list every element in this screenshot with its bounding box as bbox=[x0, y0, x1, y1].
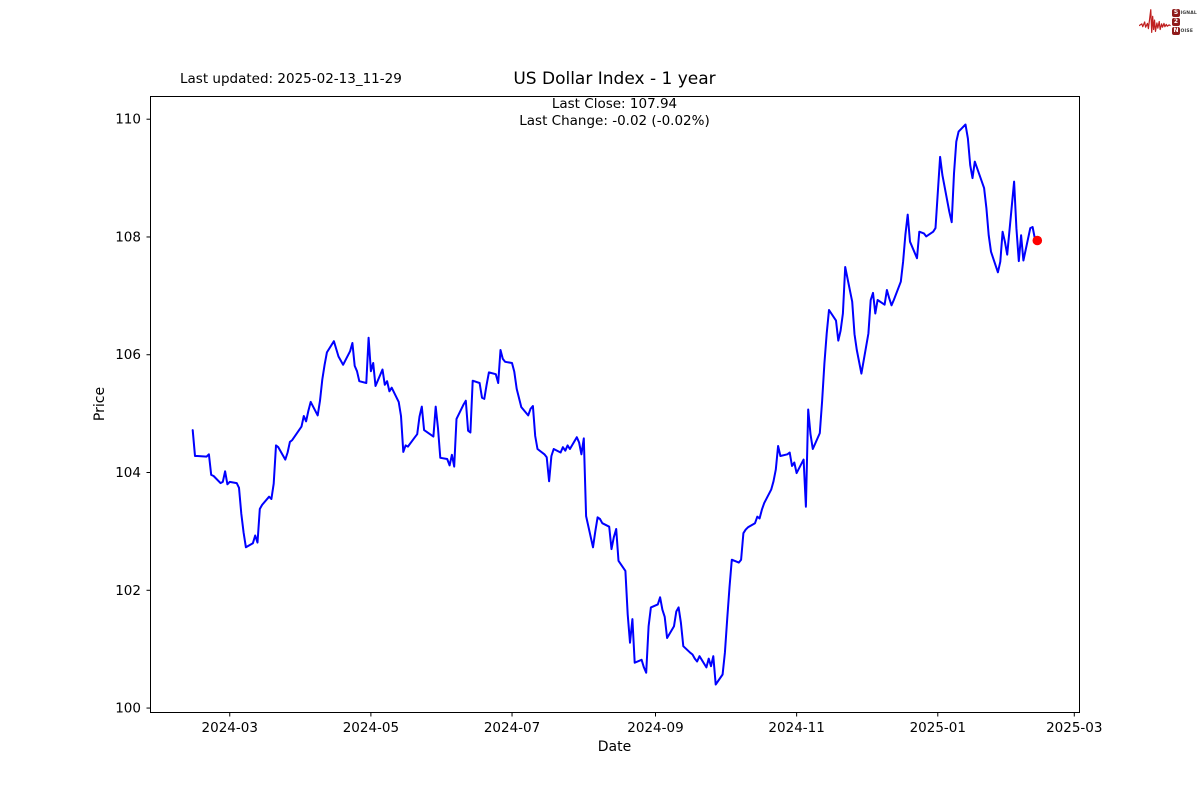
x-tick-label: 2024-11 bbox=[768, 720, 824, 736]
plot-border bbox=[150, 96, 1080, 713]
last-close-marker bbox=[1032, 235, 1043, 246]
last-change-text: Last Change: -0.02 (-0.02%) bbox=[519, 113, 710, 129]
logo-row-noise: N OISE bbox=[1172, 27, 1197, 35]
x-axis-label: Date bbox=[597, 739, 632, 755]
x-tick-label: 2024-07 bbox=[484, 720, 540, 736]
x-axis-ticks: 2024-03 2024-05 2024-07 2024-09 2024-11 2025-… bbox=[202, 712, 1102, 736]
x-tick-label: 2024-09 bbox=[627, 720, 683, 736]
ekg-waveform-icon bbox=[1139, 9, 1171, 33]
y-tick-label: 108 bbox=[115, 229, 141, 245]
x-tick-label: 2025-01 bbox=[910, 720, 966, 736]
last-close-text: Last Close: 107.94 bbox=[551, 96, 678, 112]
chart-subtitle: Last Close: 107.94 Last Change: -0.02 (-… bbox=[150, 96, 1079, 130]
logo-row-2: 2 bbox=[1172, 18, 1197, 26]
x-tick-label: 2025-03 bbox=[1046, 720, 1102, 736]
y-axis-ticks: 100 102 104 106 108 110 bbox=[115, 112, 151, 717]
x-tick-label: 2024-05 bbox=[343, 720, 399, 736]
logo-badge-2: 2 bbox=[1172, 18, 1181, 26]
y-tick-label: 106 bbox=[115, 347, 141, 363]
y-tick-label: 100 bbox=[115, 701, 141, 717]
price-line bbox=[191, 123, 1039, 686]
x-tick-label: 2024-03 bbox=[202, 720, 258, 736]
y-tick-label: 110 bbox=[115, 112, 141, 128]
logo-row-signal: S IGNAL bbox=[1172, 9, 1197, 17]
logo-text-oise: OISE bbox=[1180, 28, 1194, 34]
logo-badge-n: N bbox=[1172, 27, 1181, 35]
y-axis-label: Price bbox=[92, 386, 108, 422]
y-tick-label: 102 bbox=[115, 583, 141, 599]
logo-badge-s: S bbox=[1172, 9, 1181, 17]
logo-text-ignal: IGNAL bbox=[1180, 10, 1197, 16]
chart-title: US Dollar Index - 1 year bbox=[513, 69, 716, 89]
signal2noise-logo: S IGNAL 2 N OISE bbox=[1139, 4, 1197, 40]
last-updated-text: Last updated: 2025-02-13_11-29 bbox=[180, 71, 402, 87]
y-tick-label: 104 bbox=[115, 465, 141, 481]
